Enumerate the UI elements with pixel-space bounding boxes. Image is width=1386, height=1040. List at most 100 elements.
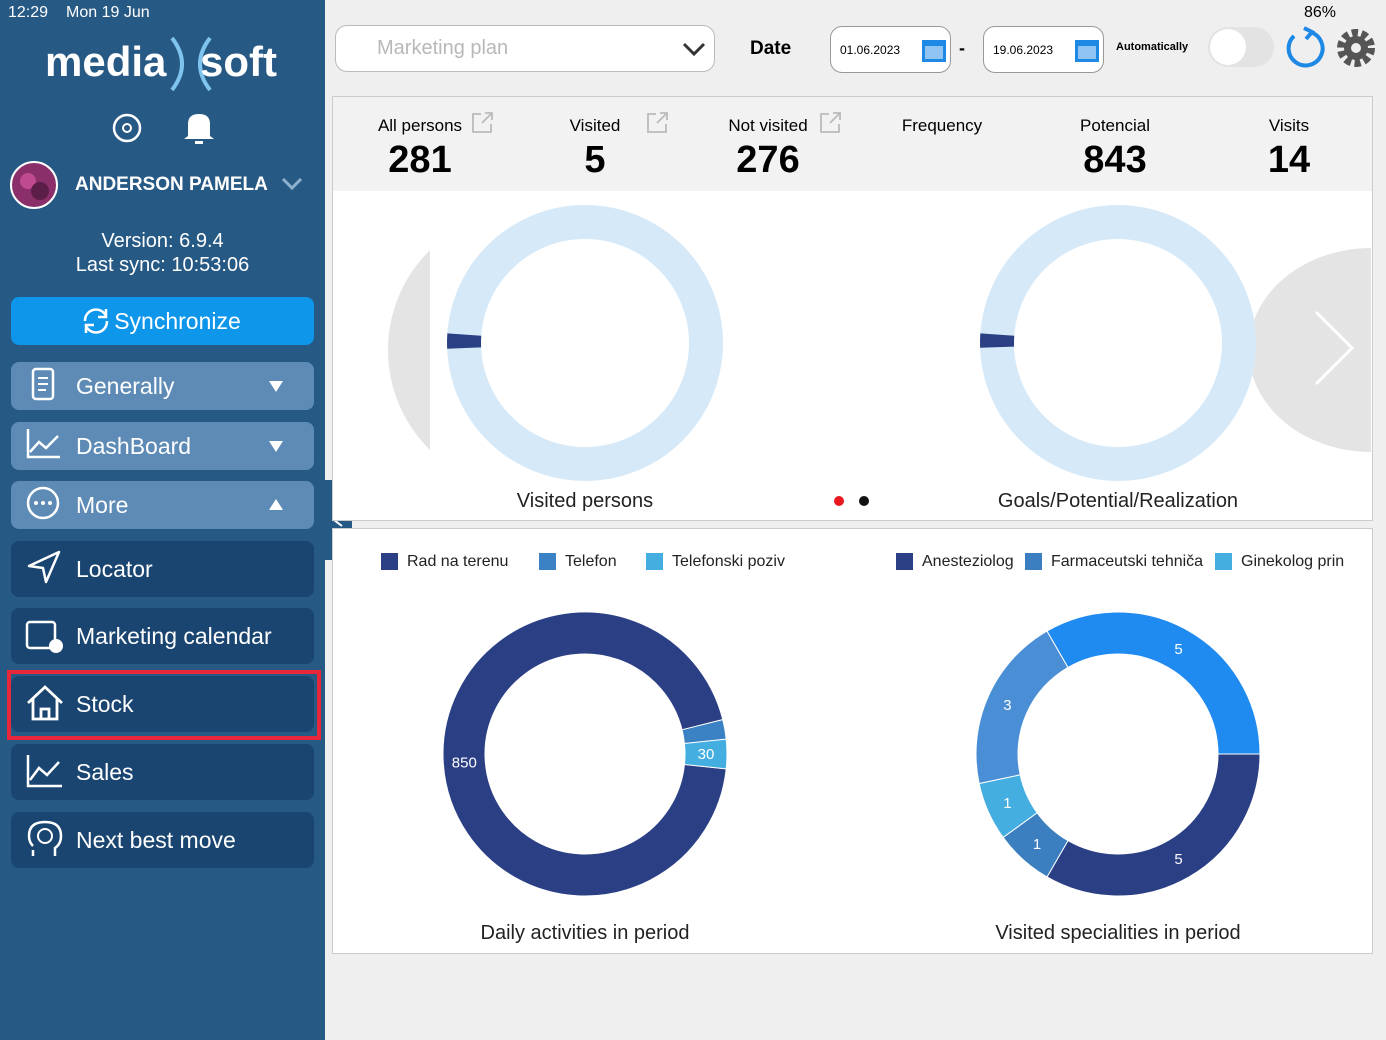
donut-slice	[1046, 753, 1261, 897]
legend-swatch	[1215, 553, 1232, 570]
donut-label: 1	[1003, 795, 1011, 812]
donut-label: 1	[1033, 836, 1041, 853]
toggle-knob	[1210, 29, 1246, 65]
stat-label: Frequency	[902, 116, 983, 135]
legend-label: Rad na terenu	[407, 553, 508, 570]
user-name[interactable]: ANDERSON PAMELA	[75, 174, 268, 195]
menu-icon	[26, 429, 60, 459]
menu-button[interactable]: DashBoard	[11, 422, 314, 470]
menu-button[interactable]: Marketing calendar	[11, 608, 314, 664]
auto-toggle[interactable]	[1208, 27, 1274, 67]
export-icon[interactable]	[820, 112, 841, 133]
donut-label: 5	[1174, 851, 1182, 868]
donut-label: 30	[698, 746, 715, 763]
menu-label: Generally	[76, 372, 175, 399]
menu-icon	[27, 685, 63, 721]
menu-icon	[27, 820, 63, 856]
menu-icon	[26, 486, 60, 520]
export-icon[interactable]	[647, 112, 668, 133]
menu-label: Next best move	[76, 826, 236, 853]
legend-swatch	[896, 553, 913, 570]
donut-slice	[442, 611, 727, 897]
gauge-title: Goals/Potential/Realization	[998, 490, 1238, 512]
menu-label: Marketing calendar	[76, 622, 272, 649]
menu-icon	[31, 367, 55, 401]
logo-left: media	[45, 38, 167, 85]
gauge-title: Visited persons	[517, 490, 653, 512]
gauge-ring	[980, 205, 1256, 481]
sync-icon	[83, 308, 109, 334]
menu-label: Sales	[76, 758, 134, 785]
chart-title: Daily activities in period	[481, 922, 690, 944]
date-separator: -	[959, 38, 965, 58]
last-sync: Last sync: 10:53:06	[75, 254, 250, 276]
gauge-slice	[447, 333, 482, 349]
status-time: 12:29	[8, 4, 49, 21]
page-dot[interactable]	[834, 496, 844, 506]
logo-mark	[170, 36, 212, 92]
menu-icon	[26, 755, 62, 788]
sync-button[interactable]: Synchronize	[11, 297, 314, 345]
date-from-text: 01.06.2023	[840, 43, 901, 57]
donut-label: 5	[1174, 641, 1182, 658]
stat-value: 276	[736, 139, 799, 181]
charts-card	[332, 528, 1373, 954]
stat-label: Visits	[1269, 116, 1309, 135]
menu-label: Stock	[76, 690, 134, 717]
menu-label: More	[76, 491, 129, 518]
plan-select[interactable]: Marketing plan	[335, 25, 715, 72]
logo-right: soft	[200, 38, 277, 85]
menu-button[interactable]: Sales	[11, 744, 314, 800]
settings-gear[interactable]	[1334, 26, 1378, 70]
refresh-icon[interactable]	[1282, 26, 1326, 70]
legend-swatch	[381, 553, 398, 570]
stat-value: 14	[1268, 139, 1310, 181]
date-label: Date	[750, 38, 792, 59]
menu-button[interactable]: More	[11, 481, 314, 529]
bell-icon[interactable]	[184, 114, 214, 144]
prev-arrow[interactable]	[387, 250, 430, 450]
next-arrow[interactable]	[1248, 248, 1371, 452]
menu-label: Locator	[76, 555, 153, 582]
donut-slice	[683, 738, 728, 770]
legend-label: Telefonski poziv	[672, 553, 785, 570]
donut-slice	[1046, 611, 1261, 755]
menu-toggle	[269, 499, 283, 510]
user-chevron[interactable]	[281, 176, 303, 192]
menu-button[interactable]: Next best move	[11, 812, 314, 868]
status-date: Mon 19 Jun	[66, 4, 150, 21]
plan-select-text: Marketing plan	[377, 37, 509, 59]
stat-value: 281	[388, 139, 451, 181]
top-icons	[112, 113, 214, 144]
menu-button[interactable]: Stock	[11, 676, 314, 732]
select-chevron	[682, 42, 706, 57]
donut-label: 3	[1003, 697, 1011, 714]
menu-label: DashBoard	[76, 432, 192, 459]
avatar	[10, 161, 58, 209]
stat-label: Visited	[570, 116, 621, 135]
date-from[interactable]: 01.06.2023	[830, 26, 951, 73]
sync-label: Synchronize	[114, 307, 241, 334]
date-to[interactable]: 19.06.2023	[983, 26, 1104, 73]
battery-text: 86%	[1304, 4, 1337, 21]
stat-label: Not visited	[728, 116, 807, 135]
stat-label: Potencial	[1080, 116, 1150, 135]
page-dot[interactable]	[859, 496, 869, 506]
calendar-icon	[922, 40, 946, 62]
legend-swatch	[1025, 553, 1042, 570]
calendar-icon	[1075, 40, 1099, 62]
date-to-text: 19.06.2023	[993, 43, 1054, 57]
export-icon[interactable]	[472, 112, 493, 133]
menu-button[interactable]: Locator	[11, 541, 314, 597]
legend-swatch	[539, 553, 556, 570]
settings-icon[interactable]	[112, 113, 142, 143]
menu-toggle	[269, 381, 283, 392]
donut-slice	[975, 630, 1069, 785]
gauge-ring	[447, 205, 723, 481]
sidebar: 12:29 Mon 19 Jun media soft ANDERSON PAM…	[0, 0, 325, 1040]
menu-toggle	[269, 441, 283, 452]
menu-button[interactable]: Generally	[11, 362, 314, 410]
stat-value: 5	[584, 139, 605, 181]
